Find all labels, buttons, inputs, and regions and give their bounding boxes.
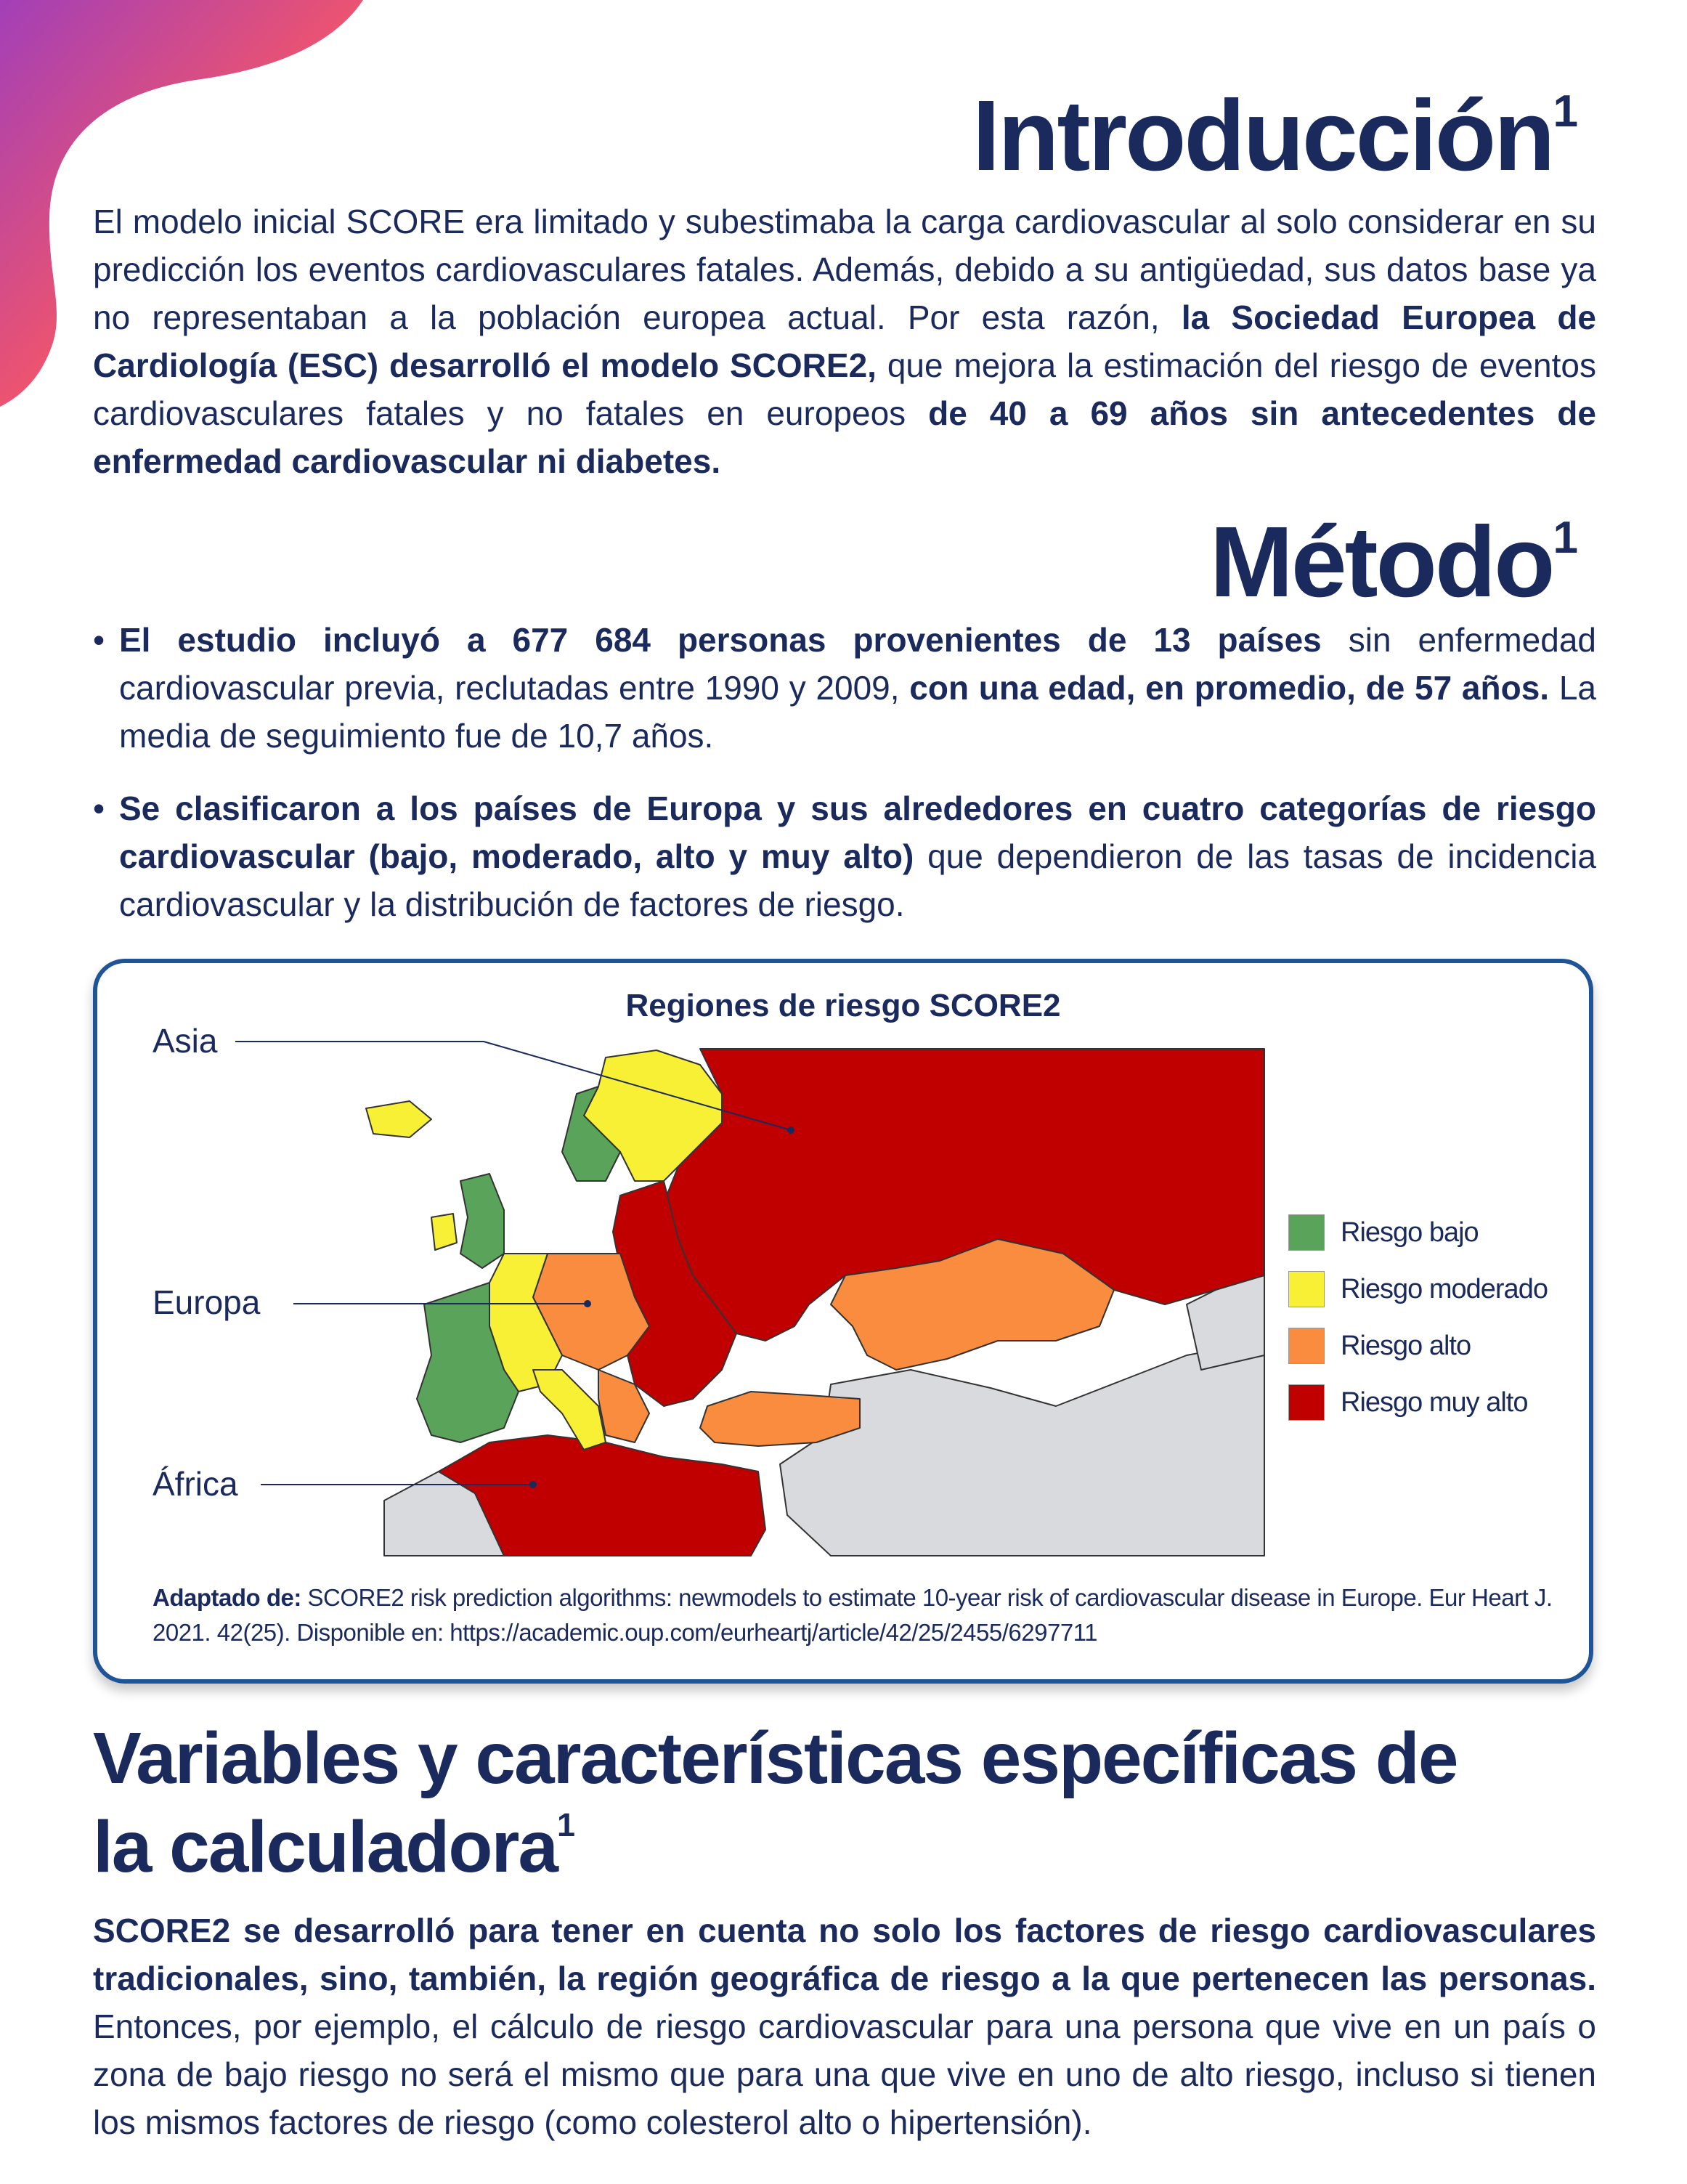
legend-label: Riesgo moderado [1341,1273,1548,1304]
legend-label: Riesgo muy alto [1341,1387,1528,1418]
legend-swatch [1288,1271,1325,1307]
low-norway [561,1086,621,1182]
moderate-italy [532,1369,606,1450]
europe-pointer-dot [584,1300,591,1307]
intro-title: Introducción1 [972,80,1578,192]
europe-risk-map [235,1041,1265,1556]
variables-title: Variables y características específicas … [93,1718,1458,1888]
method-bullet-study: El estudio incluyó a 677 684 personas pr… [93,616,1596,760]
map-label-europa: Europa [153,1283,261,1321]
map-legend: Riesgo bajo Riesgo moderado Riesgo alto Rie… [1288,1204,1548,1431]
legend-item: Riesgo moderado [1288,1261,1548,1318]
map-title: Regiones de riesgo SCORE2 [625,988,1061,1023]
very-high-north-africa [438,1434,766,1556]
map-label-asia: Asia [153,1022,218,1060]
map-label-africa: África [153,1465,238,1503]
legend-item: Riesgo muy alto [1288,1374,1548,1431]
asia-pointer-dot [787,1126,794,1134]
variables-paragraph: SCORE2 se desarrolló para tener en cuent… [93,1912,1596,2141]
intro-paragraph: El modelo inicial SCORE era limitado y s… [93,203,1597,480]
method-title: Método1 [1209,506,1578,618]
legend-item: Riesgo alto [1288,1318,1548,1374]
method-bullet-list: El estudio incluyó a 677 684 personas pr… [93,616,1596,953]
risk-regions-figure: Regiones de riesgo SCORE2 [93,959,1593,1684]
low-iceland [365,1100,432,1138]
low-western-europe [416,1282,519,1443]
method-bullet-regions: Se clasificaron a los países de Europa y… [93,784,1596,928]
low-ireland [431,1213,458,1251]
legend-item: Riesgo bajo [1288,1204,1548,1261]
asia-pointer-diagonal [483,1041,792,1131]
legend-label: Riesgo bajo [1341,1217,1479,1248]
high-balkans [598,1369,650,1443]
map-source-citation: Adaptado de: SCORE2 risk prediction algo… [153,1584,1553,1646]
high-turkey [699,1391,861,1447]
low-uk [460,1173,505,1269]
legend-swatch [1288,1384,1325,1421]
legend-label: Riesgo alto [1341,1330,1471,1361]
africa-pointer-dot [529,1481,537,1488]
legend-swatch [1288,1214,1325,1251]
high-central-asia [830,1238,1115,1371]
corner-gradient-decoration [0,0,363,407]
legend-swatch [1288,1328,1325,1364]
